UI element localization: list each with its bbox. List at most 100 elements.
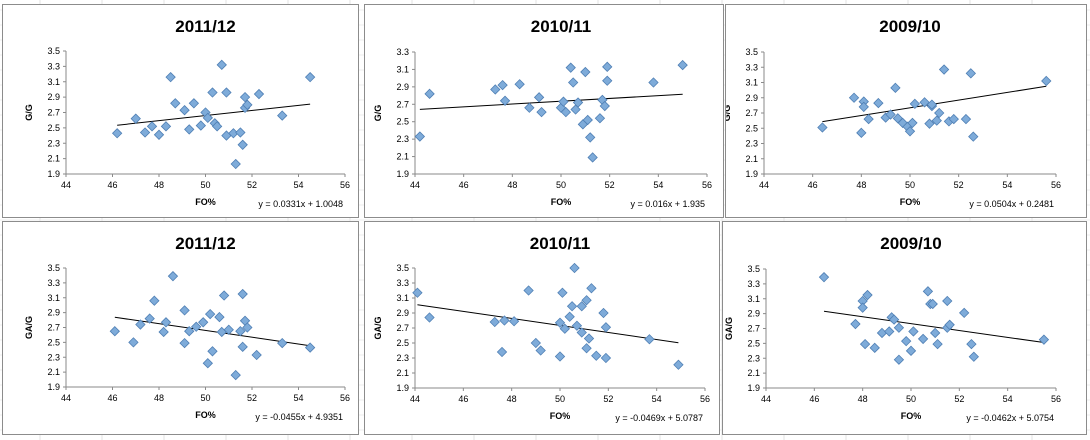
y-tick-label: 2.5 <box>747 338 760 348</box>
data-point <box>188 98 200 109</box>
x-tick-label: 44 <box>61 393 71 403</box>
chart-panel-gpg-2010-11[interactable]: 2010/11 1.9 2.1 2.3 2.5 2.7 2.9 3.1 3.3 44 46 48 50 5… <box>364 4 724 218</box>
data-point <box>599 100 610 112</box>
x-tick-label: 52 <box>605 180 615 190</box>
x-tick-label: 48 <box>507 394 517 404</box>
chart-svg: 2011/12 1.9 2.1 2.3 2.5 2.7 2.9 3.1 3.3 3.5 44 46 48… <box>24 234 350 422</box>
chart-panel-gapg-2009-10[interactable]: 2009/10 1.9 2.1 2.3 2.5 2.7 2.9 3.1 3.3 3.5 44 46 48… <box>722 221 1087 435</box>
x-tick-label: 56 <box>340 180 350 190</box>
data-point <box>514 79 525 90</box>
y-tick-label: 3.1 <box>745 78 758 88</box>
data-point <box>817 122 828 133</box>
data-point <box>235 127 246 138</box>
data-point <box>109 326 120 337</box>
y-tick-label: 2.3 <box>396 353 409 363</box>
trendline <box>419 93 683 110</box>
data-point <box>111 128 123 139</box>
x-axis-label: FO% <box>551 197 572 207</box>
x-tick-label: 54 <box>653 180 663 190</box>
data-point <box>153 129 165 140</box>
x-tick-label: 50 <box>556 180 566 190</box>
x-tick-label: 52 <box>247 180 257 190</box>
trendline <box>117 103 311 126</box>
data-point <box>221 87 232 98</box>
y-axis-label: GA/G <box>373 316 383 339</box>
y-tick-label: 3.5 <box>745 47 758 57</box>
data-point <box>569 262 580 274</box>
data-point <box>571 320 583 331</box>
data-point <box>600 322 612 333</box>
data-point <box>959 307 970 319</box>
y-tick-label: 3.1 <box>47 77 60 87</box>
y-tick-label: 2.7 <box>396 323 409 333</box>
data-point <box>253 88 265 100</box>
y-tick-label: 2.5 <box>396 338 409 348</box>
data-point <box>167 271 179 282</box>
x-tick-label: 54 <box>1003 394 1013 404</box>
y-tick-label: 3.3 <box>47 61 60 71</box>
data-point <box>251 349 262 361</box>
chart-panel-gapg-2011-12[interactable]: 2011/12 1.9 2.1 2.3 2.5 2.7 2.9 3.1 3.3 3.5 44 46 48… <box>2 221 359 435</box>
trendline-equation: y = 0.0331x + 1.0048 <box>258 199 343 209</box>
y-tick-label: 2.1 <box>747 368 760 378</box>
x-tick-label: 50 <box>905 180 915 190</box>
y-tick-label: 2.9 <box>396 308 409 318</box>
data-point <box>235 326 246 337</box>
data-point <box>848 92 860 103</box>
data-point <box>581 343 592 354</box>
chart-panel-gapg-2010-11[interactable]: 2010/11 1.9 2.1 2.3 2.5 2.7 2.9 3.1 3.3 3.5 44 46 48… <box>364 221 720 435</box>
data-point <box>904 126 916 137</box>
data-point <box>489 316 500 328</box>
y-tick-label: 3.3 <box>747 279 760 289</box>
y-tick-label: 1.9 <box>47 169 60 179</box>
data-point <box>1041 75 1052 87</box>
data-point <box>930 327 941 339</box>
chart-svg: 2009/10 1.9 2.1 2.3 2.5 2.7 2.9 3.1 3.3 3.5 44 46 48… <box>726 17 1061 209</box>
data-point <box>242 99 253 110</box>
x-tick-label: 54 <box>1002 180 1012 190</box>
y-axis-label: G/G <box>726 105 732 122</box>
chart-panel-gpg-2011-12[interactable]: 2011/12 1.9 2.1 2.3 2.5 2.7 2.9 3.1 3.3 3.5 44 46 48… <box>2 4 359 218</box>
y-tick-label: 3.5 <box>747 264 760 274</box>
chart-svg: 2010/11 1.9 2.1 2.3 2.5 2.7 2.9 3.1 3.3 3.5 44 46 48… <box>373 234 710 423</box>
x-tick-label: 54 <box>652 394 662 404</box>
x-tick-label: 56 <box>1051 394 1061 404</box>
chart-panel-gpg-2009-10[interactable]: 2009/10 1.9 2.1 2.3 2.5 2.7 2.9 3.1 3.3 3.5 44 46 48… <box>725 4 1087 218</box>
x-tick-label: 52 <box>603 394 613 404</box>
data-point <box>242 322 253 333</box>
data-point <box>557 287 568 298</box>
y-axis-label: G/G <box>373 105 383 122</box>
chart-title: 2010/11 <box>530 234 591 253</box>
data-point <box>576 327 587 338</box>
chart-title: 2009/10 <box>879 17 940 36</box>
data-point <box>184 124 195 135</box>
data-point <box>856 127 867 138</box>
y-tick-label: 2.5 <box>47 123 60 133</box>
y-tick-label: 2.9 <box>47 92 60 102</box>
data-point <box>888 314 900 325</box>
data-point <box>566 301 578 312</box>
y-tick-label: 2.9 <box>745 93 758 103</box>
data-point <box>559 323 570 334</box>
data-point <box>304 71 316 83</box>
x-tick-label: 56 <box>702 180 712 190</box>
data-point <box>568 77 579 88</box>
data-point <box>216 59 227 71</box>
data-point <box>277 337 288 349</box>
data-point <box>942 295 953 307</box>
data-point <box>602 75 613 86</box>
y-tick-label: 3.5 <box>47 263 60 273</box>
data-point <box>885 109 896 120</box>
data-point <box>944 319 955 330</box>
data-point <box>204 308 216 320</box>
x-tick-label: 48 <box>507 180 517 190</box>
data-point <box>873 97 884 109</box>
y-axis-label: GA/G <box>724 317 734 340</box>
data-point <box>130 113 141 124</box>
x-tick-label: 54 <box>293 393 303 403</box>
y-tick-label: 2.3 <box>747 353 760 363</box>
data-point <box>965 68 976 79</box>
data-point <box>149 295 160 306</box>
y-tick-label: 2.1 <box>396 368 409 378</box>
y-axis-label: GA/G <box>24 316 34 339</box>
